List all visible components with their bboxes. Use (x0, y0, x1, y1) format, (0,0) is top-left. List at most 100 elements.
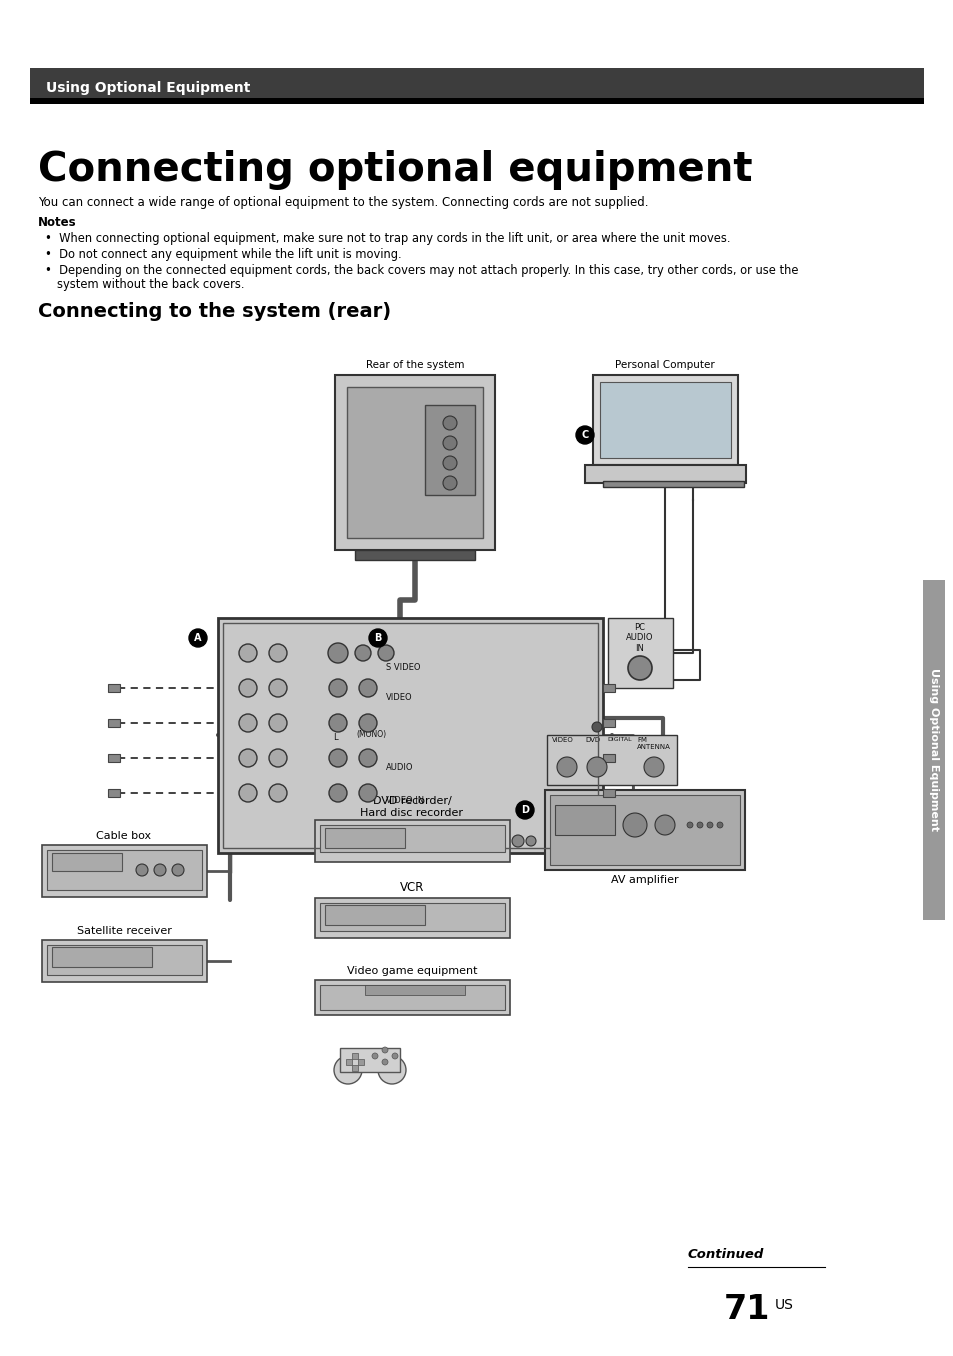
Bar (352, 1054, 357, 1059)
Circle shape (643, 757, 663, 777)
Bar (355, 551, 475, 560)
Text: Connecting to the system (rear): Connecting to the system (rear) (38, 302, 391, 321)
Bar (314, 820, 510, 862)
Bar (319, 824, 504, 852)
Circle shape (358, 749, 376, 767)
Bar (923, 580, 944, 919)
Text: D: D (520, 805, 529, 815)
Text: AV amplifier: AV amplifier (611, 875, 679, 885)
Bar (108, 683, 120, 692)
Text: Using Optional Equipment: Using Optional Equipment (46, 81, 250, 95)
Bar (223, 622, 598, 848)
Circle shape (442, 416, 456, 430)
Bar (52, 946, 152, 967)
Circle shape (269, 749, 287, 767)
Bar (555, 805, 615, 835)
Bar (602, 789, 615, 797)
Bar (325, 829, 405, 848)
Text: US: US (774, 1298, 793, 1313)
Bar (339, 1048, 399, 1073)
Circle shape (627, 656, 651, 679)
Bar (599, 382, 730, 458)
Text: VIDEO: VIDEO (386, 693, 413, 702)
Bar (347, 386, 482, 538)
Text: Cable box: Cable box (96, 831, 152, 841)
Circle shape (329, 715, 347, 732)
Bar (42, 845, 207, 898)
Text: •  Depending on the connected equipment cords, the back covers may not attach pr: • Depending on the connected equipment c… (45, 264, 798, 277)
Circle shape (329, 749, 347, 767)
Bar (550, 795, 740, 865)
Text: system without the back covers.: system without the back covers. (57, 278, 244, 292)
Circle shape (442, 437, 456, 450)
Text: Hard disc recorder: Hard disc recorder (360, 808, 463, 818)
Text: FM
ANTENNA: FM ANTENNA (637, 738, 670, 750)
Bar (602, 719, 615, 727)
Bar (52, 853, 122, 871)
Text: •  Do not connect any equipment while the lift unit is moving.: • Do not connect any equipment while the… (45, 248, 401, 260)
Text: Video game equipment: Video game equipment (346, 965, 476, 976)
Circle shape (239, 715, 256, 732)
Circle shape (697, 822, 702, 829)
Bar (325, 904, 424, 925)
Circle shape (377, 645, 394, 660)
Bar (30, 98, 923, 104)
Circle shape (269, 715, 287, 732)
Text: Satellite receiver: Satellite receiver (76, 926, 172, 936)
Text: VIDEO: VIDEO (552, 738, 573, 743)
Bar (47, 850, 202, 890)
Bar (218, 618, 602, 853)
Bar (108, 789, 120, 797)
Bar (352, 1064, 357, 1071)
Bar (602, 683, 615, 692)
Circle shape (586, 757, 606, 777)
Text: Personal Computer: Personal Computer (615, 359, 714, 370)
Bar (319, 903, 504, 932)
Bar (108, 754, 120, 762)
Text: Connecting optional equipment: Connecting optional equipment (38, 151, 752, 190)
Circle shape (334, 1056, 361, 1083)
Circle shape (328, 643, 348, 663)
Text: 71: 71 (723, 1294, 769, 1326)
Bar (424, 405, 475, 495)
Circle shape (516, 801, 534, 819)
Circle shape (592, 721, 601, 732)
Circle shape (372, 1054, 377, 1059)
Bar (546, 735, 677, 785)
Circle shape (269, 784, 287, 801)
Circle shape (655, 815, 675, 835)
Circle shape (369, 629, 387, 647)
Bar (544, 791, 744, 871)
Bar (584, 465, 745, 483)
Circle shape (269, 679, 287, 697)
Circle shape (442, 456, 456, 471)
Text: (MONO): (MONO) (355, 730, 386, 739)
Text: Rear of the system: Rear of the system (365, 359, 464, 370)
Bar (335, 376, 495, 551)
Text: S VIDEO: S VIDEO (386, 663, 420, 673)
Bar (314, 980, 510, 1016)
Circle shape (239, 644, 256, 662)
Circle shape (392, 1054, 397, 1059)
Bar (30, 68, 923, 98)
Circle shape (686, 822, 692, 829)
Text: DIGITAL: DIGITAL (606, 738, 631, 742)
Circle shape (153, 864, 166, 876)
Text: Notes: Notes (38, 216, 76, 229)
Text: Using Optional Equipment: Using Optional Equipment (928, 669, 938, 831)
Text: You can connect a wide range of optional equipment to the system. Connecting cor: You can connect a wide range of optional… (38, 197, 648, 209)
Bar (602, 754, 615, 762)
Text: AUDIO: AUDIO (386, 763, 413, 772)
Bar (319, 984, 504, 1010)
Text: Continued: Continued (687, 1248, 763, 1261)
Bar (602, 481, 743, 487)
Circle shape (329, 784, 347, 801)
Circle shape (381, 1059, 388, 1064)
Circle shape (576, 426, 594, 443)
Text: VCR: VCR (399, 881, 424, 894)
Text: C: C (580, 430, 588, 439)
Bar (42, 940, 207, 982)
Circle shape (358, 784, 376, 801)
Bar (47, 945, 202, 975)
Circle shape (622, 814, 646, 837)
